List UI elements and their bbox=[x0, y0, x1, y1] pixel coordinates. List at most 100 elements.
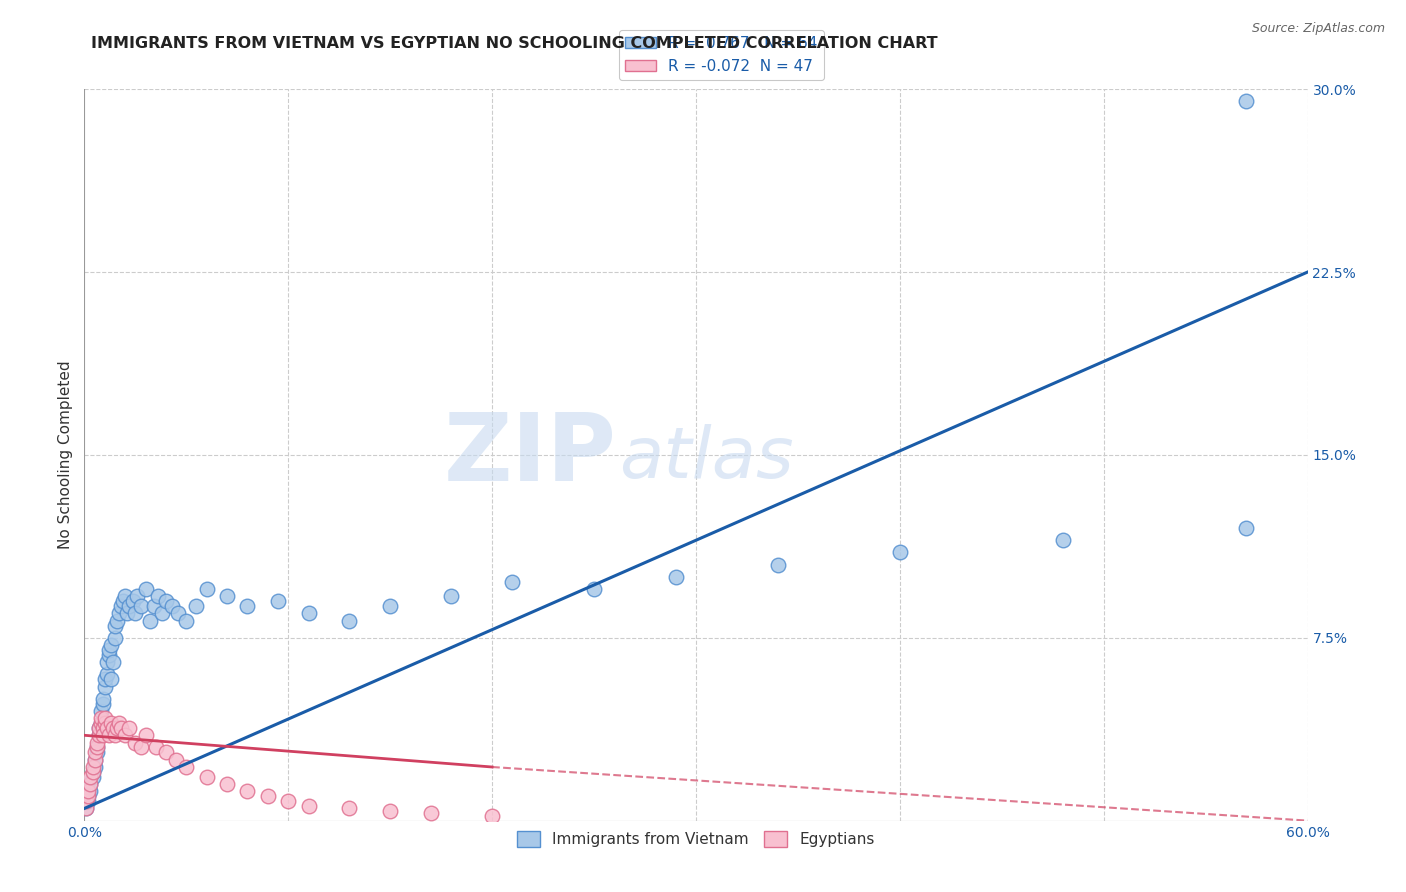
Point bbox=[75, 801, 97, 815]
Point bbox=[100, 672, 122, 686]
Point bbox=[93, 672, 115, 686]
Point bbox=[110, 721, 132, 735]
Text: IMMIGRANTS FROM VIETNAM VS EGYPTIAN NO SCHOOLING COMPLETED CORRELATION CHART: IMMIGRANTS FROM VIETNAM VS EGYPTIAN NO S… bbox=[91, 36, 938, 51]
Point bbox=[138, 614, 160, 628]
Point bbox=[155, 594, 177, 608]
Text: ZIP: ZIP bbox=[443, 409, 616, 501]
Point bbox=[236, 784, 259, 798]
Point bbox=[87, 728, 110, 742]
Point bbox=[96, 721, 118, 735]
Point bbox=[217, 777, 239, 791]
Point bbox=[135, 582, 157, 596]
Point bbox=[236, 599, 259, 613]
Point bbox=[97, 643, 120, 657]
Point bbox=[257, 789, 280, 804]
Point bbox=[440, 590, 463, 604]
Point bbox=[86, 736, 108, 750]
Point bbox=[380, 804, 402, 818]
Point bbox=[131, 599, 153, 613]
Point bbox=[90, 716, 112, 731]
Point bbox=[77, 794, 100, 808]
Point bbox=[77, 784, 100, 798]
Legend: Immigrants from Vietnam, Egyptians: Immigrants from Vietnam, Egyptians bbox=[512, 825, 880, 854]
Point bbox=[93, 711, 115, 725]
Point bbox=[481, 809, 503, 823]
Point bbox=[146, 590, 169, 604]
Point bbox=[83, 760, 105, 774]
Point bbox=[79, 777, 101, 791]
Point bbox=[110, 599, 132, 613]
Point bbox=[122, 594, 145, 608]
Point bbox=[380, 599, 402, 613]
Point bbox=[142, 599, 165, 613]
Point bbox=[104, 631, 127, 645]
Point bbox=[79, 770, 101, 784]
Point bbox=[115, 607, 138, 621]
Point bbox=[91, 697, 114, 711]
Point bbox=[93, 716, 115, 731]
Point bbox=[90, 704, 112, 718]
Point bbox=[114, 590, 136, 604]
Point bbox=[124, 607, 146, 621]
Point bbox=[124, 736, 146, 750]
Point bbox=[86, 740, 108, 755]
Point bbox=[83, 753, 105, 767]
Point bbox=[97, 648, 120, 662]
Point bbox=[90, 711, 112, 725]
Y-axis label: No Schooling Completed: No Schooling Completed bbox=[58, 360, 73, 549]
Point bbox=[167, 607, 190, 621]
Point bbox=[217, 590, 239, 604]
Point bbox=[195, 582, 218, 596]
Point bbox=[195, 770, 218, 784]
Point bbox=[101, 655, 124, 669]
Point bbox=[112, 594, 135, 608]
Point bbox=[86, 745, 108, 759]
Point bbox=[1236, 95, 1258, 109]
Point bbox=[79, 777, 101, 791]
Point bbox=[114, 728, 136, 742]
Point bbox=[298, 799, 321, 814]
Point bbox=[160, 599, 183, 613]
Point bbox=[339, 614, 361, 628]
Point bbox=[82, 764, 104, 779]
Point bbox=[339, 801, 361, 815]
Point bbox=[1236, 521, 1258, 535]
Point bbox=[91, 721, 114, 735]
Point bbox=[91, 728, 114, 742]
Point bbox=[83, 753, 105, 767]
Text: Source: ZipAtlas.com: Source: ZipAtlas.com bbox=[1251, 22, 1385, 36]
Point bbox=[145, 740, 167, 755]
Point bbox=[82, 760, 104, 774]
Point bbox=[100, 638, 122, 652]
Point bbox=[90, 716, 112, 731]
Point bbox=[174, 614, 197, 628]
Point bbox=[502, 574, 524, 589]
Point bbox=[583, 582, 606, 596]
Point bbox=[97, 728, 120, 742]
Point bbox=[150, 607, 173, 621]
Point bbox=[101, 721, 124, 735]
Point bbox=[298, 607, 321, 621]
Point bbox=[75, 794, 97, 808]
Point bbox=[96, 655, 118, 669]
Point bbox=[889, 545, 911, 559]
Point bbox=[104, 728, 127, 742]
Point bbox=[135, 728, 157, 742]
Point bbox=[1052, 533, 1074, 548]
Point bbox=[131, 740, 153, 755]
Point bbox=[155, 745, 177, 759]
Point bbox=[174, 760, 197, 774]
Point bbox=[277, 794, 299, 808]
Point bbox=[420, 806, 443, 821]
Point bbox=[104, 618, 127, 632]
Text: atlas: atlas bbox=[619, 424, 794, 493]
Point bbox=[108, 607, 131, 621]
Point bbox=[766, 558, 789, 572]
Point bbox=[87, 728, 110, 742]
Point bbox=[100, 716, 122, 731]
Point bbox=[87, 721, 110, 735]
Point bbox=[165, 753, 187, 767]
Point bbox=[186, 599, 208, 613]
Point bbox=[93, 680, 115, 694]
Point bbox=[83, 745, 105, 759]
